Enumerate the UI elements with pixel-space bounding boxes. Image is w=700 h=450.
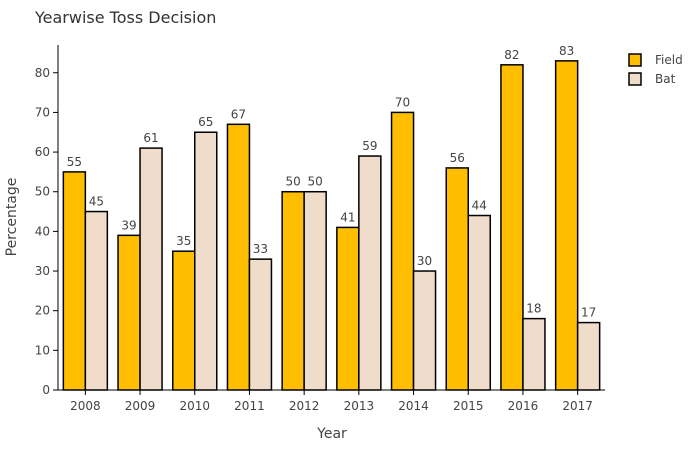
- bar-bat-2014: [414, 271, 436, 390]
- data-label-field-2012: 50: [286, 175, 301, 189]
- data-label-bat-2017: 17: [581, 306, 596, 320]
- data-label-bat-2013: 59: [362, 139, 377, 153]
- y-tick-label: 0: [42, 383, 50, 397]
- data-label-field-2010: 35: [176, 234, 191, 248]
- data-label-bat-2014: 30: [417, 254, 432, 268]
- x-tick-label: 2014: [398, 399, 429, 413]
- x-axis: 2008 2009 2010 2011 2012 2013 2014 2015 2016 2017: [58, 390, 605, 413]
- data-label-field-2009: 39: [121, 218, 136, 232]
- x-tick-label: 2015: [453, 399, 484, 413]
- data-label-field-2013: 41: [340, 210, 355, 224]
- x-axis-title: Year: [316, 426, 347, 442]
- y-tick-label: 10: [35, 343, 50, 357]
- data-label-field-2017: 83: [559, 44, 574, 58]
- x-tick-label: 2009: [125, 399, 156, 413]
- bar-bat-2013: [359, 156, 381, 390]
- data-label-field-2014: 70: [395, 95, 410, 109]
- x-tick-label: 2016: [508, 399, 539, 413]
- bar-field-2012: [282, 192, 304, 390]
- bar-bat-2012: [304, 192, 326, 390]
- data-label-bat-2008: 45: [89, 195, 104, 209]
- legend: Field Bat: [629, 53, 683, 86]
- bar-field-2015: [446, 168, 468, 390]
- y-tick-label: 60: [35, 145, 50, 159]
- y-tick-label: 30: [35, 264, 50, 278]
- bar-bat-2008: [85, 212, 107, 390]
- data-label-bat-2016: 18: [526, 302, 541, 316]
- data-label-field-2016: 82: [504, 48, 519, 62]
- data-label-field-2011: 67: [231, 107, 246, 121]
- data-label-bat-2011: 33: [253, 242, 268, 256]
- x-tick-label: 2013: [344, 399, 375, 413]
- legend-label-field: Field: [655, 53, 683, 67]
- bar-field-2010: [173, 251, 195, 390]
- y-tick-label: 80: [35, 66, 50, 80]
- bar-field-2009: [118, 235, 140, 390]
- bar-field-2011: [227, 124, 249, 390]
- bar-bat-2017: [578, 323, 600, 390]
- y-tick-label: 70: [35, 105, 50, 119]
- y-tick-label: 20: [35, 304, 50, 318]
- bar-field-2013: [337, 227, 359, 390]
- y-axis-title: Percentage: [4, 178, 20, 257]
- y-tick-label: 40: [35, 224, 50, 238]
- bar-field-2014: [392, 112, 414, 390]
- x-tick-label: 2010: [179, 399, 210, 413]
- chart-title: Yearwise Toss Decision: [34, 8, 216, 27]
- legend-label-bat: Bat: [655, 72, 676, 86]
- bars: [63, 61, 599, 390]
- bar-bat-2015: [468, 216, 490, 390]
- legend-swatch-field: [629, 54, 641, 66]
- bar-bat-2016: [523, 319, 545, 390]
- data-label-bat-2012: 50: [308, 175, 323, 189]
- bar-bat-2011: [249, 259, 271, 390]
- y-tick-label: 50: [35, 185, 50, 199]
- bar-bat-2010: [195, 132, 217, 390]
- bar-field-2017: [556, 61, 578, 390]
- data-label-bat-2015: 44: [472, 199, 487, 213]
- bar-bat-2009: [140, 148, 162, 390]
- bar-field-2008: [63, 172, 85, 390]
- x-tick-label: 2017: [562, 399, 593, 413]
- legend-swatch-bat: [629, 73, 641, 85]
- x-tick-label: 2011: [234, 399, 265, 413]
- data-label-field-2015: 56: [450, 151, 465, 165]
- data-label-bat-2009: 61: [143, 131, 158, 145]
- y-axis: 0 10 20 30 40 50 60 70 80: [35, 45, 58, 397]
- x-tick-label: 2008: [70, 399, 101, 413]
- bar-field-2016: [501, 65, 523, 390]
- x-tick-label: 2012: [289, 399, 320, 413]
- data-label-bat-2010: 65: [198, 115, 213, 129]
- data-label-field-2008: 55: [67, 155, 82, 169]
